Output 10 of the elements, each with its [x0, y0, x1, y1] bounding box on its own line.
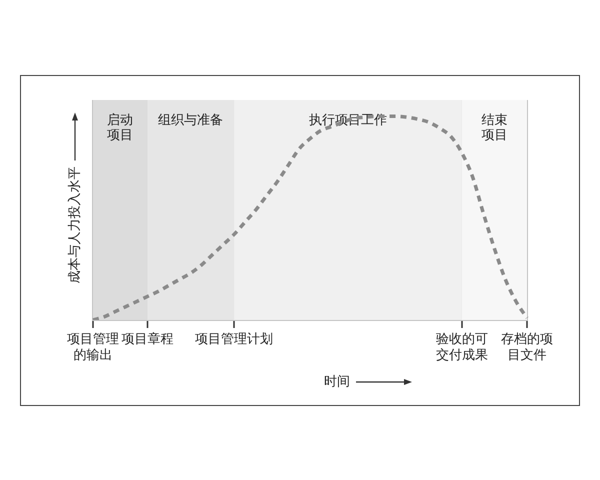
y-axis-title: 成本与人力投入水平	[67, 166, 82, 284]
x-tick-label: 验收的可交付成果	[436, 332, 488, 363]
band-label: 结束项目	[481, 112, 508, 143]
x-tick-label: 项目管理计划	[195, 332, 274, 348]
band-label: 组织与准备	[158, 112, 224, 128]
x-tick-label: 项目管理的输出	[67, 332, 119, 363]
x-tick-label: 项目章程	[121, 332, 174, 348]
x-tick-label: 存档的项目文件	[501, 332, 553, 363]
band-label: 启动项目	[107, 112, 134, 143]
x-axis-title: 时间	[324, 374, 350, 390]
